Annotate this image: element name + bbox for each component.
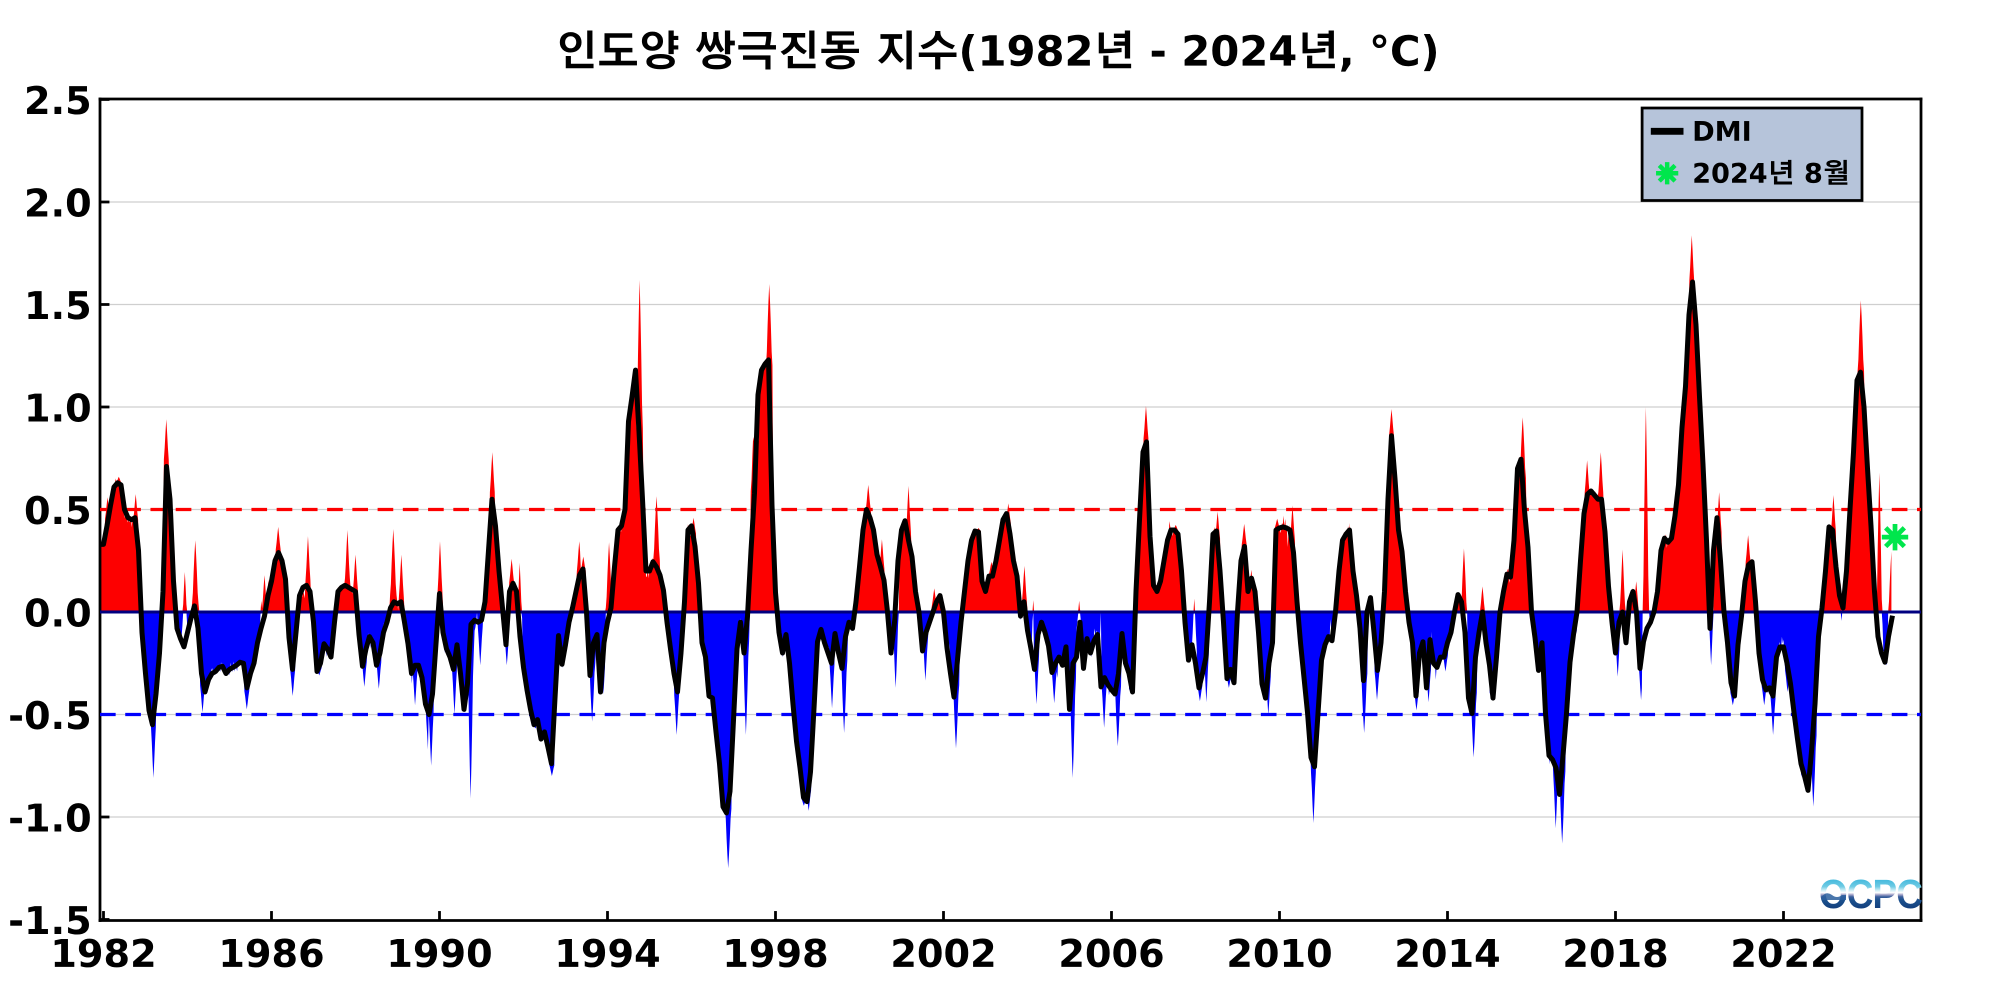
svg-text:OCPC: OCPC <box>1819 872 1922 916</box>
